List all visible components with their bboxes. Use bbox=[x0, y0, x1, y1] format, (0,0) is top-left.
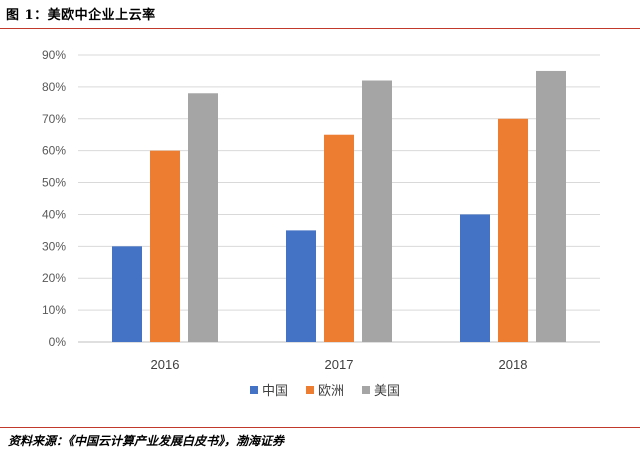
y-tick-label: 0% bbox=[49, 335, 67, 349]
bar-中国-2016 bbox=[112, 246, 142, 342]
y-tick-label: 50% bbox=[42, 176, 66, 190]
legend-swatch bbox=[250, 386, 258, 394]
y-tick-label: 60% bbox=[42, 144, 66, 158]
bar-欧洲-2017 bbox=[324, 134, 354, 342]
y-tick-label: 20% bbox=[42, 271, 66, 285]
x-axis-categories: 2016 2017 2018 bbox=[151, 357, 528, 372]
bars bbox=[112, 70, 566, 343]
y-tick-label: 90% bbox=[42, 48, 66, 62]
bar-中国-2017 bbox=[286, 230, 316, 342]
bar-美国-2017 bbox=[362, 80, 392, 342]
bar-chart: 0%10%20%30%40%50%60%70%80%90% 2016 2017 20… bbox=[42, 48, 600, 399]
legend-label: 欧洲 bbox=[318, 384, 344, 399]
bar-中国-2018 bbox=[460, 214, 490, 342]
y-tick-label: 30% bbox=[42, 239, 66, 253]
x-category-label: 2016 bbox=[151, 357, 180, 372]
source-note: 资料来源：《中国云计算产业发展白皮书》，渤海证券 bbox=[8, 434, 285, 448]
legend: 中国 欧洲 美国 bbox=[250, 384, 400, 399]
y-tick-label: 70% bbox=[42, 112, 66, 126]
legend-swatch bbox=[306, 386, 314, 394]
x-category-label: 2017 bbox=[325, 357, 354, 372]
y-tick-label: 10% bbox=[42, 303, 66, 317]
figure-title: 图 1：美欧中企业上云率 bbox=[6, 8, 156, 23]
bottom-rule bbox=[0, 427, 640, 428]
bar-欧洲-2018 bbox=[498, 118, 528, 343]
top-rule bbox=[0, 28, 640, 29]
legend-swatch bbox=[362, 386, 370, 394]
x-category-label: 2018 bbox=[499, 357, 528, 372]
y-tick-label: 80% bbox=[42, 80, 66, 94]
bar-欧洲-2016 bbox=[150, 150, 180, 342]
y-tick-label: 40% bbox=[42, 207, 66, 221]
bar-美国-2018 bbox=[536, 70, 566, 342]
legend-label: 中国 bbox=[262, 384, 288, 399]
y-axis-ticks: 0% 10% 20% 30% 40% 50% 60% 70% 80% 90% bbox=[42, 48, 66, 349]
legend-label: 美国 bbox=[374, 384, 400, 399]
bar-美国-2016 bbox=[188, 93, 218, 342]
